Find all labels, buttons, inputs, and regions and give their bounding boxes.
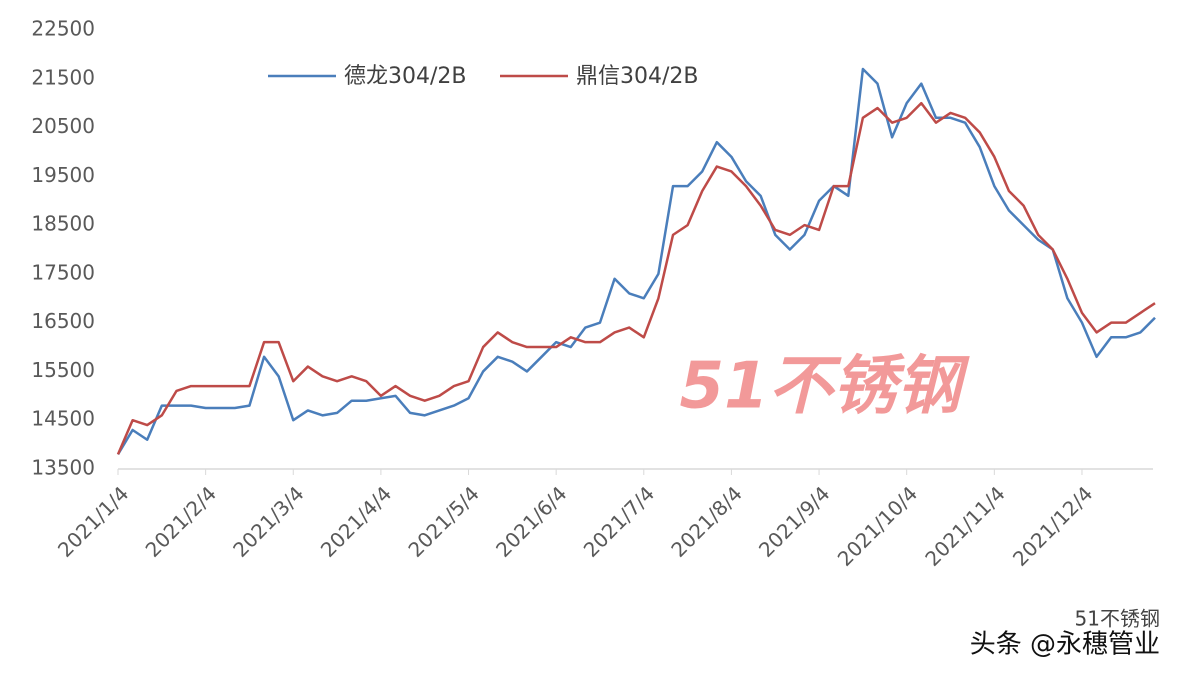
y-tick-label: 19500 bbox=[31, 163, 95, 187]
series-line bbox=[116, 67, 1156, 456]
y-tick-label: 16500 bbox=[31, 309, 95, 333]
x-tick-label: 2021/2/4 bbox=[141, 481, 221, 561]
x-tick-label: 2021/1/4 bbox=[53, 481, 133, 561]
x-tick-label: 2021/3/4 bbox=[228, 481, 308, 561]
x-tick-label: 2021/11/4 bbox=[920, 481, 1009, 570]
author-mark: 头条 @永穗管业 bbox=[970, 630, 1160, 660]
y-tick-label: 18500 bbox=[31, 212, 95, 236]
source-mark: 51不锈钢 bbox=[1075, 607, 1160, 631]
legend-label: 鼎信304/2B bbox=[576, 64, 699, 89]
x-tick-label: 2021/4/4 bbox=[316, 481, 396, 561]
y-tick-label: 15500 bbox=[31, 358, 95, 382]
y-tick-label: 14500 bbox=[31, 407, 95, 431]
y-tick-label: 13500 bbox=[31, 456, 95, 480]
x-tick-label: 2021/8/4 bbox=[666, 481, 746, 561]
x-tick-label: 2021/6/4 bbox=[491, 481, 571, 561]
x-tick-label: 2021/5/4 bbox=[403, 481, 483, 561]
x-tick-label: 2021/7/4 bbox=[579, 481, 659, 561]
y-tick-label: 20500 bbox=[31, 114, 95, 138]
legend-label: 德龙304/2B bbox=[344, 64, 467, 89]
watermark: 51不锈钢 bbox=[679, 350, 970, 424]
series-line bbox=[116, 101, 1156, 455]
x-tick-label: 2021/12/4 bbox=[1008, 481, 1097, 570]
y-tick-label: 17500 bbox=[31, 260, 95, 284]
x-tick-label: 2021/10/4 bbox=[833, 481, 922, 570]
y-tick-label: 22500 bbox=[31, 17, 95, 41]
y-tick-label: 21500 bbox=[31, 65, 95, 89]
x-tick-label: 2021/9/4 bbox=[754, 481, 834, 561]
